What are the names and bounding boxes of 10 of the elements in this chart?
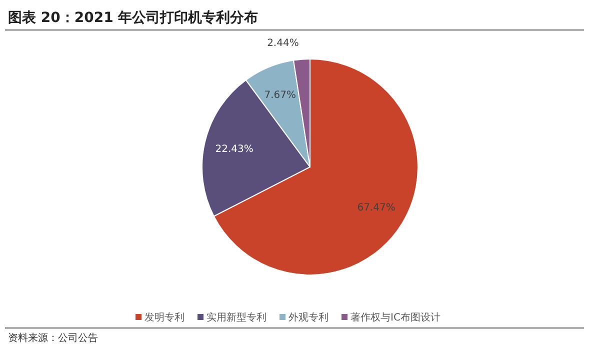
data-label: 2.44% (267, 38, 299, 50)
data-label: 7.67% (264, 90, 296, 101)
data-label: 22.43% (215, 144, 254, 155)
legend-label: 著作权与IC布图设计 (350, 312, 440, 324)
legend-label: 外观专利 (288, 312, 328, 324)
legend-label: 发明专利 (144, 312, 184, 324)
text: 资料来源：公司公告 (8, 332, 98, 344)
data-label: 67.47% (357, 202, 396, 214)
legend-label: 实用新型专利 (206, 312, 266, 324)
chart-title: 图表 20：2021 年公司打印机专利分布 (8, 9, 258, 26)
